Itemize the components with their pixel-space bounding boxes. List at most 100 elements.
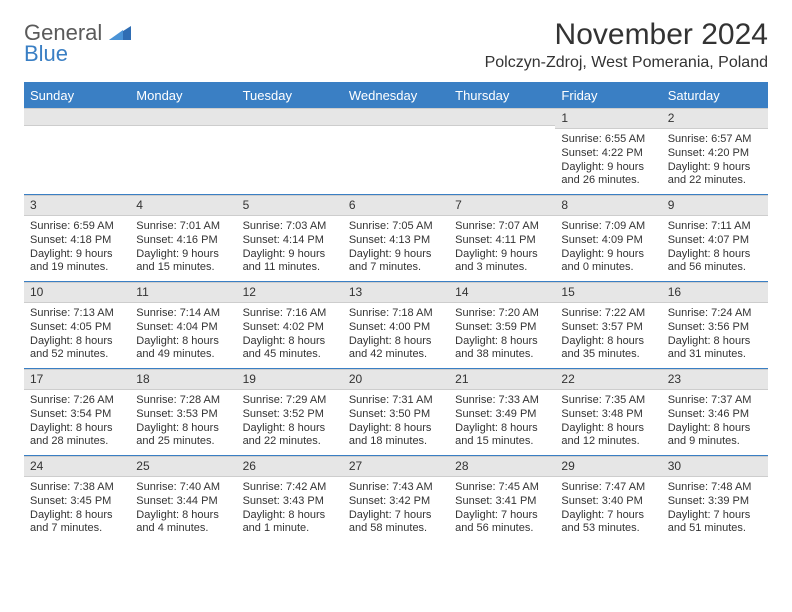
day-number: 1 [555, 108, 661, 129]
day-body: Sunrise: 7:16 AMSunset: 4:02 PMDaylight:… [237, 303, 343, 368]
sunrise-text: Sunrise: 6:57 AM [668, 133, 762, 147]
sunset-text: Sunset: 3:40 PM [561, 495, 655, 509]
sunrise-text: Sunrise: 7:18 AM [349, 307, 443, 321]
logo: General Blue [24, 18, 131, 65]
week-row: 3Sunrise: 6:59 AMSunset: 4:18 PMDaylight… [24, 194, 768, 281]
sunset-text: Sunset: 3:53 PM [136, 408, 230, 422]
day-body [237, 126, 343, 184]
day-number: 13 [343, 282, 449, 303]
sunset-text: Sunset: 4:05 PM [30, 321, 124, 335]
day-number: 25 [130, 456, 236, 477]
sunset-text: Sunset: 3:56 PM [668, 321, 762, 335]
sunrise-text: Sunrise: 7:35 AM [561, 394, 655, 408]
sunrise-text: Sunrise: 7:22 AM [561, 307, 655, 321]
sunset-text: Sunset: 3:49 PM [455, 408, 549, 422]
day-body: Sunrise: 7:13 AMSunset: 4:05 PMDaylight:… [24, 303, 130, 368]
logo-blue: Blue [24, 43, 131, 65]
day-number: 20 [343, 369, 449, 390]
day-cell: 2Sunrise: 6:57 AMSunset: 4:20 PMDaylight… [662, 108, 768, 194]
day-body: Sunrise: 7:43 AMSunset: 3:42 PMDaylight:… [343, 477, 449, 542]
day-body: Sunrise: 7:33 AMSunset: 3:49 PMDaylight:… [449, 390, 555, 455]
day-cell [343, 108, 449, 194]
calendar-grid: Sunday Monday Tuesday Wednesday Thursday… [24, 82, 768, 542]
sunset-text: Sunset: 4:22 PM [561, 147, 655, 161]
day-body: Sunrise: 7:31 AMSunset: 3:50 PMDaylight:… [343, 390, 449, 455]
daylight-text: Daylight: 9 hours and 26 minutes. [561, 161, 655, 189]
daylight-text: Daylight: 8 hours and 38 minutes. [455, 335, 549, 363]
sunset-text: Sunset: 3:39 PM [668, 495, 762, 509]
weekday-header: Thursday [449, 84, 555, 107]
day-number [343, 108, 449, 126]
weekday-header: Monday [130, 84, 236, 107]
day-number: 24 [24, 456, 130, 477]
sunrise-text: Sunrise: 7:40 AM [136, 481, 230, 495]
daylight-text: Daylight: 8 hours and 31 minutes. [668, 335, 762, 363]
sunrise-text: Sunrise: 7:31 AM [349, 394, 443, 408]
day-body: Sunrise: 7:28 AMSunset: 3:53 PMDaylight:… [130, 390, 236, 455]
sunrise-text: Sunrise: 7:38 AM [30, 481, 124, 495]
logo-text-block: General Blue [24, 22, 131, 65]
sunset-text: Sunset: 4:13 PM [349, 234, 443, 248]
sunrise-text: Sunrise: 7:20 AM [455, 307, 549, 321]
day-cell: 10Sunrise: 7:13 AMSunset: 4:05 PMDayligh… [24, 282, 130, 368]
day-number: 3 [24, 195, 130, 216]
day-body: Sunrise: 7:05 AMSunset: 4:13 PMDaylight:… [343, 216, 449, 281]
daylight-text: Daylight: 7 hours and 51 minutes. [668, 509, 762, 537]
week-row: 1Sunrise: 6:55 AMSunset: 4:22 PMDaylight… [24, 107, 768, 194]
day-number [130, 108, 236, 126]
day-cell: 23Sunrise: 7:37 AMSunset: 3:46 PMDayligh… [662, 369, 768, 455]
daylight-text: Daylight: 9 hours and 19 minutes. [30, 248, 124, 276]
sunset-text: Sunset: 4:09 PM [561, 234, 655, 248]
day-number: 2 [662, 108, 768, 129]
day-number: 5 [237, 195, 343, 216]
day-body: Sunrise: 7:26 AMSunset: 3:54 PMDaylight:… [24, 390, 130, 455]
day-cell: 26Sunrise: 7:42 AMSunset: 3:43 PMDayligh… [237, 456, 343, 542]
day-number: 11 [130, 282, 236, 303]
day-cell: 7Sunrise: 7:07 AMSunset: 4:11 PMDaylight… [449, 195, 555, 281]
day-body: Sunrise: 6:59 AMSunset: 4:18 PMDaylight:… [24, 216, 130, 281]
sunrise-text: Sunrise: 7:47 AM [561, 481, 655, 495]
day-cell: 13Sunrise: 7:18 AMSunset: 4:00 PMDayligh… [343, 282, 449, 368]
day-cell [130, 108, 236, 194]
day-number: 26 [237, 456, 343, 477]
sunrise-text: Sunrise: 7:09 AM [561, 220, 655, 234]
logo-triangle-icon [109, 26, 131, 45]
sunrise-text: Sunrise: 7:07 AM [455, 220, 549, 234]
sunset-text: Sunset: 4:04 PM [136, 321, 230, 335]
daylight-text: Daylight: 7 hours and 56 minutes. [455, 509, 549, 537]
day-cell: 9Sunrise: 7:11 AMSunset: 4:07 PMDaylight… [662, 195, 768, 281]
sunrise-text: Sunrise: 7:37 AM [668, 394, 762, 408]
sunrise-text: Sunrise: 7:26 AM [30, 394, 124, 408]
daylight-text: Daylight: 8 hours and 52 minutes. [30, 335, 124, 363]
day-number: 23 [662, 369, 768, 390]
sunset-text: Sunset: 4:00 PM [349, 321, 443, 335]
daylight-text: Daylight: 8 hours and 18 minutes. [349, 422, 443, 450]
day-number: 27 [343, 456, 449, 477]
day-cell [24, 108, 130, 194]
day-cell: 19Sunrise: 7:29 AMSunset: 3:52 PMDayligh… [237, 369, 343, 455]
day-body: Sunrise: 7:38 AMSunset: 3:45 PMDaylight:… [24, 477, 130, 542]
day-cell: 5Sunrise: 7:03 AMSunset: 4:14 PMDaylight… [237, 195, 343, 281]
day-body: Sunrise: 7:18 AMSunset: 4:00 PMDaylight:… [343, 303, 449, 368]
daylight-text: Daylight: 8 hours and 7 minutes. [30, 509, 124, 537]
day-number: 19 [237, 369, 343, 390]
calendar-page: General Blue November 2024 Polczyn-Zdroj… [0, 0, 792, 552]
day-number: 15 [555, 282, 661, 303]
day-cell: 25Sunrise: 7:40 AMSunset: 3:44 PMDayligh… [130, 456, 236, 542]
day-cell: 22Sunrise: 7:35 AMSunset: 3:48 PMDayligh… [555, 369, 661, 455]
day-body: Sunrise: 7:03 AMSunset: 4:14 PMDaylight:… [237, 216, 343, 281]
day-body: Sunrise: 7:01 AMSunset: 4:16 PMDaylight:… [130, 216, 236, 281]
day-number: 16 [662, 282, 768, 303]
sunrise-text: Sunrise: 7:13 AM [30, 307, 124, 321]
sunrise-text: Sunrise: 7:16 AM [243, 307, 337, 321]
sunset-text: Sunset: 3:42 PM [349, 495, 443, 509]
day-cell: 14Sunrise: 7:20 AMSunset: 3:59 PMDayligh… [449, 282, 555, 368]
weekday-header-row: Sunday Monday Tuesday Wednesday Thursday… [24, 84, 768, 107]
day-body: Sunrise: 7:14 AMSunset: 4:04 PMDaylight:… [130, 303, 236, 368]
day-body: Sunrise: 6:57 AMSunset: 4:20 PMDaylight:… [662, 129, 768, 194]
sunset-text: Sunset: 3:54 PM [30, 408, 124, 422]
daylight-text: Daylight: 8 hours and 56 minutes. [668, 248, 762, 276]
sunset-text: Sunset: 4:16 PM [136, 234, 230, 248]
week-row: 10Sunrise: 7:13 AMSunset: 4:05 PMDayligh… [24, 281, 768, 368]
day-cell: 3Sunrise: 6:59 AMSunset: 4:18 PMDaylight… [24, 195, 130, 281]
